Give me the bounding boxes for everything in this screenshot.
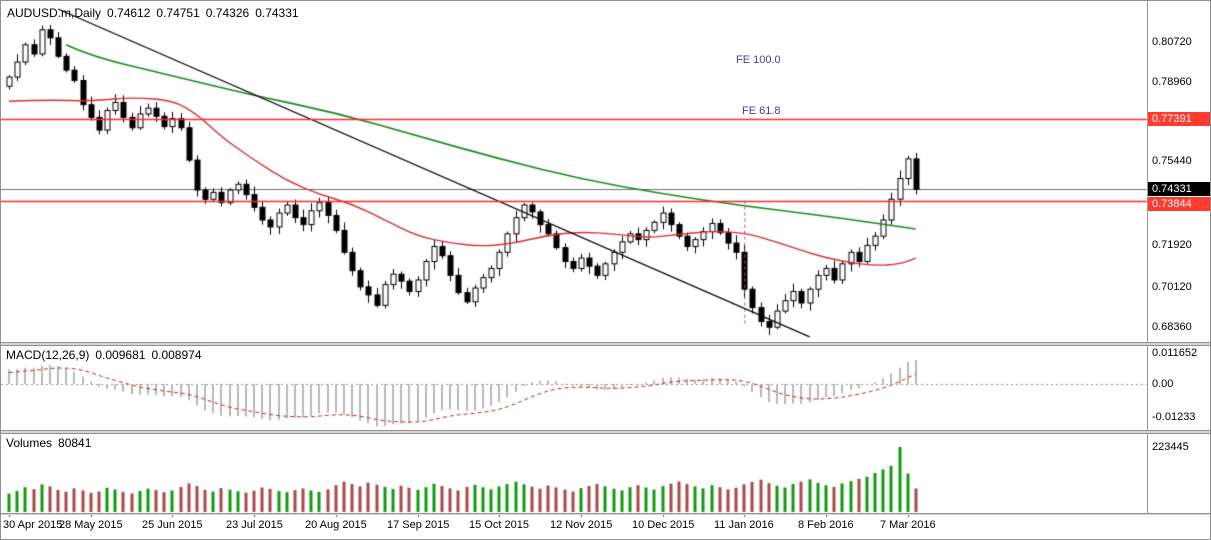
ohlc-close: 0.74331 [255,6,299,20]
level-price-badge: 0.73844 [1148,197,1210,211]
ohlc-open: 0.74612 [107,6,151,20]
macd-signal-value: 0.008974 [151,348,202,362]
volumes-current: 80841 [58,436,92,450]
time-axis-label: 15 Oct 2015 [469,519,529,531]
time-axis-label: 11 Jan 2016 [714,519,774,531]
macd-axis-label: 0.011652 [1152,347,1198,359]
time-axis-label: 10 Dec 2015 [632,519,695,531]
time-axis-label: 17 Sep 2015 [387,519,450,531]
time-axis-label: 23 Jul 2015 [226,519,283,531]
time-axis-label: 7 Mar 2016 [880,519,936,531]
current-price-badge: 0.74331 [1148,182,1210,196]
price-axis-label: 0.80720 [1152,36,1192,48]
macd-axis-label: 0.00 [1152,378,1174,390]
volumes-name: Volumes [6,436,53,450]
chart-title: AUDUSD.m,Daily 0.74612 0.74751 0.74326 0.743… [7,6,305,20]
fib-expansion-label[interactable]: FE 61.8 [742,105,781,117]
symbol-period-label: AUDUSD.m,Daily [7,6,102,20]
macd-pane-label: MACD(12,26,9) 0.009681 0.008974 [6,348,208,362]
ohlc-low: 0.74326 [205,6,250,20]
time-axis-label: 30 Apr 2015 [3,519,63,531]
price-axis-label: 0.68360 [1152,321,1192,333]
time-axis-label: 20 Aug 2015 [305,519,367,531]
price-axis-label: 0.75440 [1152,155,1192,167]
ohlc-high: 0.74751 [156,6,200,20]
pane-separator-macd[interactable] [1,342,1210,346]
price-axis-label: 0.70120 [1152,281,1192,293]
volume-axis-label: 223445 [1152,441,1189,453]
level-price-badge: 0.77391 [1148,112,1210,126]
time-axis-label: 25 Jun 2015 [142,519,203,531]
price-axis-label: 0.71920 [1152,239,1192,251]
macd-name: MACD(12,26,9) [6,348,90,362]
pane-separator-volumes[interactable] [1,430,1210,434]
price-axis-label: 0.78960 [1152,76,1192,88]
time-axis-label: 28 May 2015 [59,519,123,531]
fib-expansion-label[interactable]: FE 100.0 [736,54,781,66]
macd-value: 0.009681 [95,348,146,362]
time-axis-label: 8 Feb 2016 [798,519,854,531]
time-axis-separator [1,513,1210,515]
macd-axis-label: -0.01233 [1152,411,1196,423]
price-axis-line [1147,1,1148,513]
volumes-pane-label: Volumes 80841 [6,436,97,450]
time-axis-label: 12 Nov 2015 [550,519,613,531]
